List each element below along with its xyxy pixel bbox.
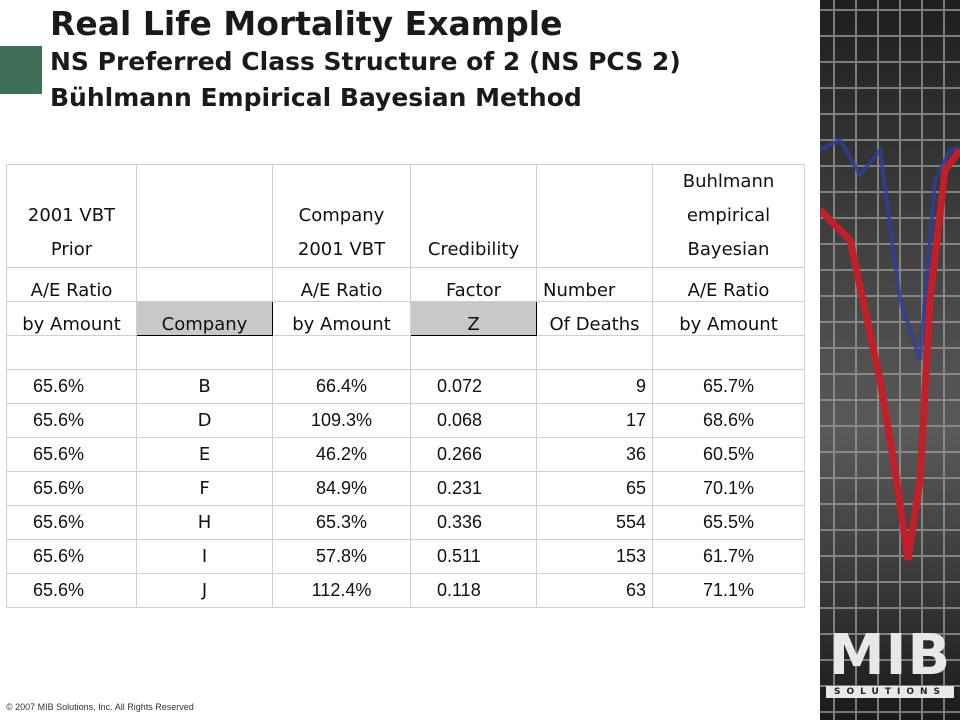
- mortality-table-wrap: 2001 VBT Prior Company 2001 VBT Credibilit…: [6, 164, 805, 608]
- cell-credibility-z: 0.068: [410, 403, 537, 438]
- header-prior-top: 2001 VBT Prior: [6, 164, 137, 268]
- logo-subtext: SOLUTIONS: [826, 686, 954, 698]
- cell-company: H: [136, 505, 273, 540]
- cell-prior-ratio: 65.6%: [6, 539, 137, 574]
- cell-number-of-deaths: 554: [536, 505, 653, 540]
- slide-subtitle-structure: NS Preferred Class Structure of 2 (NS PC…: [50, 47, 681, 76]
- header-buhlmann-top: Buhlmann empirical Bayesian: [652, 164, 805, 268]
- header-ae-basis: by Amount: [272, 301, 411, 336]
- cell-number-of-deaths: 9: [536, 369, 653, 404]
- cell-company-ae-ratio: 66.4%: [272, 369, 411, 404]
- cell-credibility-z: 0.511: [410, 539, 537, 574]
- cell-company: E: [136, 437, 273, 472]
- cell-buhlmann-ae-ratio: 71.1%: [652, 573, 805, 608]
- mib-solutions-logo: MIB SOLUTIONS: [826, 628, 954, 698]
- cell-prior-ratio: 65.6%: [6, 505, 137, 540]
- header-credibility-factor: Factor: [410, 267, 537, 302]
- table-header-row-bottom: by Amount Company by Amount Z Of Deaths …: [6, 301, 805, 336]
- decorative-chart-panel: [820, 0, 960, 720]
- cell-company: F: [136, 471, 273, 506]
- header-prior-ratio: A/E Ratio: [6, 267, 137, 302]
- table-row: 65.6% D 109.3% 0.068 17 68.6%: [6, 403, 805, 438]
- table-spacer-row: [6, 335, 805, 370]
- cell-company: B: [136, 369, 273, 404]
- table-header-row-mid: A/E Ratio A/E Ratio Factor Number A/E Ra…: [6, 267, 805, 302]
- logo-mark: MIB: [828, 623, 952, 688]
- cell-credibility-z: 0.072: [410, 369, 537, 404]
- cell-buhlmann-ae-ratio: 61.7%: [652, 539, 805, 574]
- cell-number-of-deaths: 17: [536, 403, 653, 438]
- copyright-footer: © 2007 MIB Solutions, Inc. All Rights Re…: [6, 702, 194, 712]
- header-buhlmann-ratio: A/E Ratio: [652, 267, 805, 302]
- table-row: 65.6% I 57.8% 0.511 153 61.7%: [6, 539, 805, 574]
- cell-prior-ratio: 65.6%: [6, 471, 137, 506]
- header-credibility-top: Credibility: [410, 164, 537, 268]
- cell-prior-ratio: 65.6%: [6, 437, 137, 472]
- cell-prior-ratio: 65.6%: [6, 369, 137, 404]
- cell-buhlmann-ae-ratio: 70.1%: [652, 471, 805, 506]
- header-company-top: [136, 164, 273, 268]
- cell-buhlmann-ae-ratio: 68.6%: [652, 403, 805, 438]
- header-deaths-top: [536, 164, 653, 268]
- title-block: Real Life Mortality Example NS Preferred…: [50, 4, 810, 116]
- cell-credibility-z: 0.266: [410, 437, 537, 472]
- cell-number-of-deaths: 36: [536, 437, 653, 472]
- cell-credibility-z: 0.336: [410, 505, 537, 540]
- header-credibility-z: Z: [410, 301, 537, 336]
- cell-credibility-z: 0.231: [410, 471, 537, 506]
- table-header-row-top: 2001 VBT Prior Company 2001 VBT Credibilit…: [6, 164, 805, 268]
- cell-buhlmann-ae-ratio: 65.7%: [652, 369, 805, 404]
- cell-company: I: [136, 539, 273, 574]
- cell-prior-ratio: 65.6%: [6, 573, 137, 608]
- decorative-grid-graphic: [820, 0, 960, 720]
- header-company-blank: [136, 267, 273, 302]
- table-row: 65.6% H 65.3% 0.336 554 65.5%: [6, 505, 805, 540]
- header-buhlmann-basis: by Amount: [652, 301, 805, 336]
- cell-company-ae-ratio: 112.4%: [272, 573, 411, 608]
- cell-number-of-deaths: 65: [536, 471, 653, 506]
- cell-buhlmann-ae-ratio: 65.5%: [652, 505, 805, 540]
- cell-company: D: [136, 403, 273, 438]
- cell-company-ae-ratio: 84.9%: [272, 471, 411, 506]
- table-row: 65.6% E 46.2% 0.266 36 60.5%: [6, 437, 805, 472]
- slide-subtitle-method: Bühlmann Empirical Bayesian Method: [50, 83, 582, 112]
- table-row: 65.6% F 84.9% 0.231 65 70.1%: [6, 471, 805, 506]
- cell-company: J: [136, 573, 273, 608]
- mortality-table: 2001 VBT Prior Company 2001 VBT Credibilit…: [6, 164, 805, 608]
- cell-company-ae-ratio: 109.3%: [272, 403, 411, 438]
- header-ae-top: Company 2001 VBT: [272, 164, 411, 268]
- header-deaths-of: Of Deaths: [536, 301, 653, 336]
- slide-title: Real Life Mortality Example: [50, 4, 563, 43]
- header-prior-basis: by Amount: [6, 301, 137, 336]
- header-company: Company: [136, 301, 273, 336]
- cell-buhlmann-ae-ratio: 60.5%: [652, 437, 805, 472]
- cell-company-ae-ratio: 46.2%: [272, 437, 411, 472]
- table-row: 65.6% J 112.4% 0.118 63 71.1%: [6, 573, 805, 608]
- cell-number-of-deaths: 63: [536, 573, 653, 608]
- cell-prior-ratio: 65.6%: [6, 403, 137, 438]
- cell-company-ae-ratio: 65.3%: [272, 505, 411, 540]
- accent-square: [0, 46, 42, 94]
- cell-credibility-z: 0.118: [410, 573, 537, 608]
- cell-company-ae-ratio: 57.8%: [272, 539, 411, 574]
- cell-number-of-deaths: 153: [536, 539, 653, 574]
- header-deaths-number: Number: [536, 267, 653, 302]
- header-ae-ratio: A/E Ratio: [272, 267, 411, 302]
- table-row: 65.6% B 66.4% 0.072 9 65.7%: [6, 369, 805, 404]
